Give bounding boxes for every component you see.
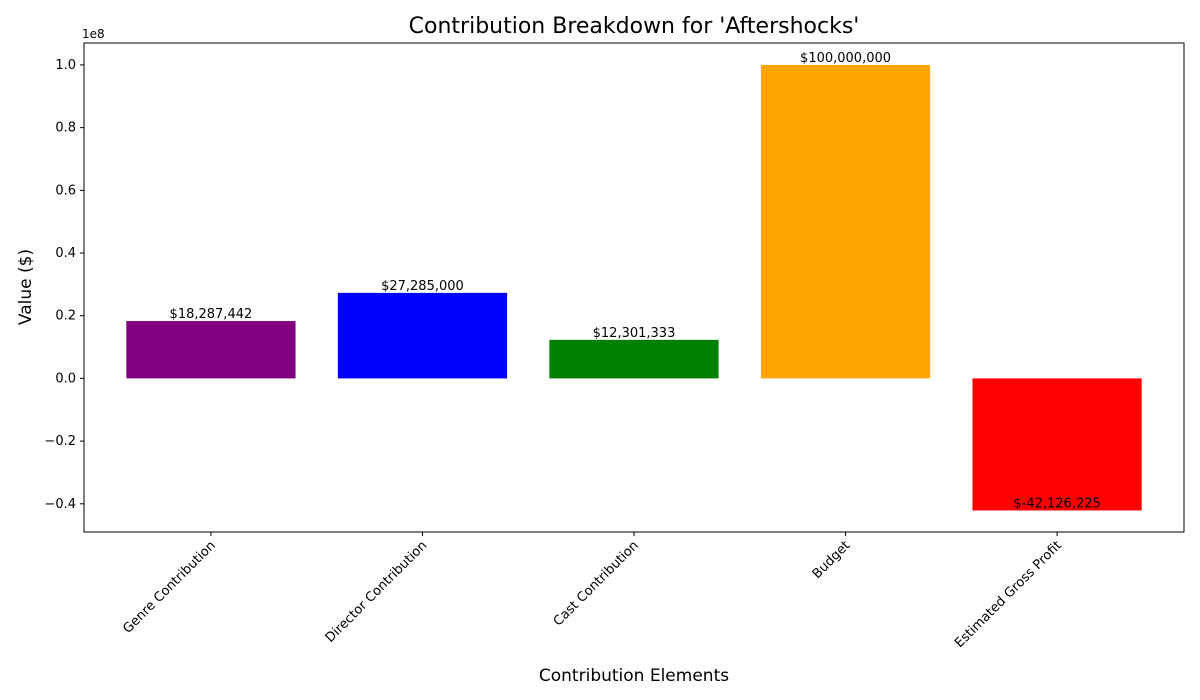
bar-value-label: $18,287,442 — [170, 307, 253, 322]
x-axis-label: Contribution Elements — [539, 666, 729, 686]
y-axis-label: Value ($) — [16, 249, 36, 325]
bar-value-label: $-42,126,225 — [1013, 496, 1100, 511]
plot-frame — [83, 42, 1185, 533]
chart-title: Contribution Breakdown for 'Aftershocks' — [409, 14, 860, 39]
bar — [337, 292, 508, 379]
y-tick-label: 0.6 — [55, 183, 76, 198]
bar — [760, 64, 931, 379]
x-tick-label: Cast Contribution — [551, 538, 642, 629]
y-tick-label: 0.0 — [55, 371, 76, 386]
y-tick-label: −0.4 — [44, 497, 76, 512]
y-axis-offset-label: 1e8 — [82, 27, 105, 41]
x-tick-label: Budget — [810, 538, 854, 582]
bar-value-label: $100,000,000 — [800, 51, 891, 66]
bar-value-label: $27,285,000 — [381, 279, 464, 294]
y-axis: −0.4 −0.2 0.0 0.2 0.4 0.6 0.8 1.0 — [44, 58, 84, 512]
y-tick-label: 0.4 — [55, 246, 76, 261]
bar — [126, 321, 296, 379]
x-axis: Genre Contribution Director Contribution C… — [120, 532, 1065, 651]
x-tick-label: Genre Contribution — [120, 538, 218, 636]
bars-group — [126, 64, 1142, 511]
x-tick-label: Director Contribution — [323, 538, 431, 646]
y-tick-label: −0.2 — [44, 434, 76, 449]
y-tick-label: 0.2 — [55, 309, 76, 324]
bar — [549, 339, 719, 379]
y-tick-label: 1.0 — [55, 58, 76, 73]
bar-value-label: $12,301,333 — [593, 326, 676, 341]
bar — [972, 378, 1142, 511]
bar-labels-group: $18,287,442 $27,285,000 $12,301,333 $100,00… — [170, 51, 1101, 512]
y-tick-label: 0.8 — [55, 121, 76, 136]
x-tick-label: Estimated Gross Profit — [952, 538, 1065, 651]
